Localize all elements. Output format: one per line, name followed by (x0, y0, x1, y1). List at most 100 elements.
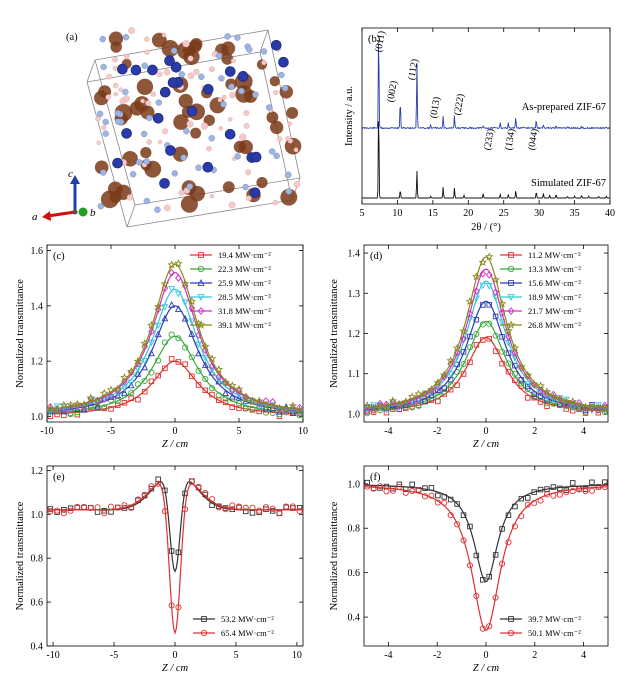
panel-label: (d) (370, 251, 383, 262)
data-point (459, 326, 468, 335)
y-tick-label: 1.2 (31, 466, 44, 477)
cobalt-atom (130, 64, 142, 76)
data-point (121, 399, 128, 406)
data-point (161, 304, 169, 311)
data-point (276, 509, 283, 517)
data-point (168, 356, 175, 362)
panel-label: (b) (368, 34, 381, 45)
nitrogen-atom (141, 62, 148, 69)
cobalt-atom (202, 84, 214, 95)
data-point (524, 380, 532, 388)
data-point (601, 484, 608, 491)
hydrogen-atom (126, 194, 133, 201)
hydrogen-atom (157, 139, 163, 145)
data-point (256, 507, 263, 514)
cobalt-atom (159, 178, 170, 189)
data-point (47, 506, 54, 512)
data-point (550, 484, 557, 490)
x-axis-label: 2θ / (°) (471, 222, 501, 233)
data-point (126, 367, 136, 376)
cobalt-atom (202, 161, 214, 173)
hydrogen-atom (218, 126, 224, 131)
hydrogen-atom (146, 139, 152, 145)
data-point (375, 401, 385, 410)
carbon-cluster (235, 85, 253, 103)
hydrogen-atom (118, 87, 123, 93)
data-point (127, 381, 135, 389)
crystal-structure-image (86, 27, 302, 228)
x-axis-label: Z / cm (162, 663, 189, 674)
data-point (428, 492, 435, 499)
data-point (460, 512, 467, 518)
data-point (415, 396, 422, 404)
data-point (499, 360, 505, 367)
data-point (195, 341, 203, 349)
legend-label: 39.7 MW·cm⁻² (528, 614, 581, 624)
data-point (499, 348, 506, 355)
data-point (107, 393, 115, 401)
data-point (557, 485, 563, 492)
nitrogen-atom (260, 48, 268, 55)
data-point (499, 526, 505, 532)
data-point (537, 497, 544, 504)
nitrogen-atom (183, 127, 190, 135)
data-point (202, 375, 209, 383)
data-point (601, 401, 608, 410)
legend: 19.4 MW·cm⁻² 22.3 MW·cm⁻² 25.9 MW·cm⁻² 28.5… (190, 250, 271, 330)
data-point (53, 403, 61, 410)
hydrogen-atom (161, 32, 167, 38)
data-point (524, 495, 531, 501)
y-tick-label: 1.0 (31, 510, 44, 521)
data-point (133, 356, 143, 365)
data-point (452, 343, 462, 352)
data-point (147, 320, 156, 329)
data-point (107, 392, 115, 400)
nitrogen-atom (146, 114, 153, 122)
data-point (195, 483, 202, 490)
data-point (168, 268, 175, 277)
panel-label: (e) (53, 472, 65, 483)
data-point (499, 560, 506, 567)
hydrogen-atom (245, 169, 252, 176)
nitrogen-atom (141, 130, 148, 138)
peak-annotation: (013) (428, 96, 443, 119)
hydrogen-atom (239, 133, 247, 141)
axis-b-dot (78, 207, 88, 217)
carbon-cluster (134, 96, 150, 112)
data-point (422, 485, 428, 491)
data-point (106, 385, 116, 394)
data-point (505, 350, 512, 356)
data-point (467, 333, 473, 340)
data-point (531, 500, 538, 507)
hydrogen-atom (273, 90, 279, 96)
data-point (466, 344, 473, 351)
data-point (141, 491, 148, 498)
data-point (600, 403, 608, 412)
unit-cell-edge (126, 199, 293, 228)
nitrogen-atom (285, 171, 292, 178)
data-point (160, 279, 170, 288)
data-point (175, 549, 182, 556)
peak-annotation: (002) (385, 80, 400, 103)
data-point (67, 507, 74, 514)
series-2 (47, 478, 303, 635)
data-point (198, 252, 204, 258)
data-point (576, 406, 582, 412)
axis-c-arrow-head (70, 175, 80, 184)
data-point (518, 380, 525, 387)
axis-a-label: a (32, 211, 38, 223)
data-point (114, 402, 121, 408)
data-point (524, 395, 531, 401)
data-point (507, 307, 515, 315)
x-tick-label: 10 (292, 650, 302, 661)
data-point (479, 270, 487, 278)
data-point (575, 398, 583, 407)
data-point (508, 280, 514, 286)
series-1 (364, 479, 608, 583)
data-point (228, 386, 236, 395)
nitrogen-atom (238, 87, 245, 95)
legend: 39.7 MW·cm⁻² 50.1 MW·cm⁻² (500, 614, 581, 638)
x-tick-label: 10 (392, 208, 402, 219)
panel-e-zscan-chart: -10 -5 0 5 10 0.4 0.6 0.8 1.0 1.2 Z / cm Normalized… (15, 465, 304, 674)
data-point (153, 302, 163, 311)
